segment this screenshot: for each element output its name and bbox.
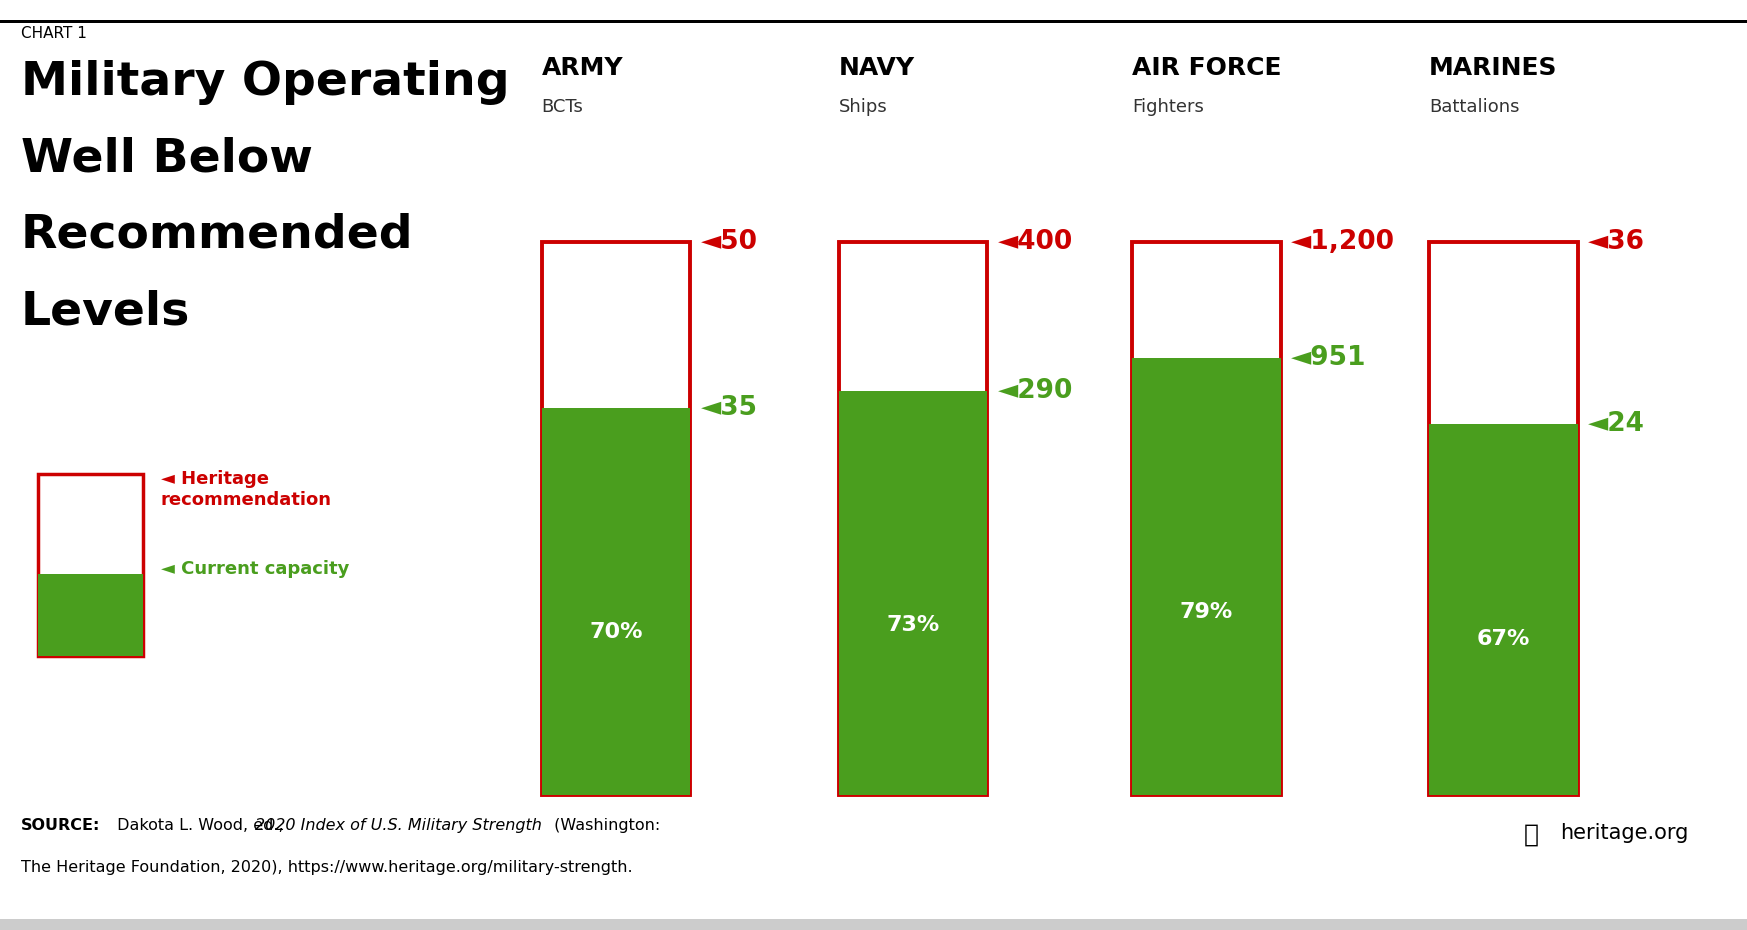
Text: ◄36: ◄36 — [1588, 229, 1646, 255]
Text: BCTs: BCTs — [542, 98, 583, 115]
Text: ◄35: ◄35 — [701, 395, 758, 420]
Text: Battalions: Battalions — [1429, 98, 1520, 115]
Text: AIR FORCE: AIR FORCE — [1132, 56, 1282, 80]
Text: Fighters: Fighters — [1132, 98, 1204, 115]
Text: ◄951: ◄951 — [1291, 345, 1366, 371]
Text: 67%: 67% — [1476, 630, 1530, 649]
Text: 79%: 79% — [1179, 602, 1233, 621]
Text: ◄ Current capacity: ◄ Current capacity — [161, 561, 349, 578]
Text: CHART 1: CHART 1 — [21, 26, 87, 41]
Text: The Heritage Foundation, 2020), https://www.heritage.org/military-strength.: The Heritage Foundation, 2020), https://… — [21, 860, 632, 875]
Text: heritage.org: heritage.org — [1560, 823, 1688, 844]
Text: Levels: Levels — [21, 289, 190, 334]
Text: Recommended: Recommended — [21, 213, 414, 258]
Text: ◄50: ◄50 — [701, 229, 758, 255]
Text: 70%: 70% — [589, 622, 643, 643]
Text: ◄ Heritage
recommendation: ◄ Heritage recommendation — [161, 470, 332, 509]
Text: ARMY: ARMY — [542, 56, 624, 80]
Text: Well Below: Well Below — [21, 137, 313, 181]
Text: SOURCE:: SOURCE: — [21, 818, 100, 833]
Text: Ships: Ships — [839, 98, 887, 115]
Text: (Washington:: (Washington: — [549, 818, 660, 833]
Text: ◄24: ◄24 — [1588, 411, 1646, 437]
Text: 73%: 73% — [886, 616, 940, 635]
Text: 2020 Index of U.S. Military Strength: 2020 Index of U.S. Military Strength — [255, 818, 542, 833]
Text: MARINES: MARINES — [1429, 56, 1558, 80]
Text: 🔔: 🔔 — [1523, 823, 1539, 847]
Text: ◄1,200: ◄1,200 — [1291, 229, 1396, 255]
Text: Military Operating: Military Operating — [21, 60, 510, 105]
Text: ◄400: ◄400 — [998, 229, 1073, 255]
Text: Dakota L. Wood, ed.,: Dakota L. Wood, ed., — [112, 818, 288, 833]
Text: ◄290: ◄290 — [998, 379, 1073, 405]
Text: NAVY: NAVY — [839, 56, 915, 80]
